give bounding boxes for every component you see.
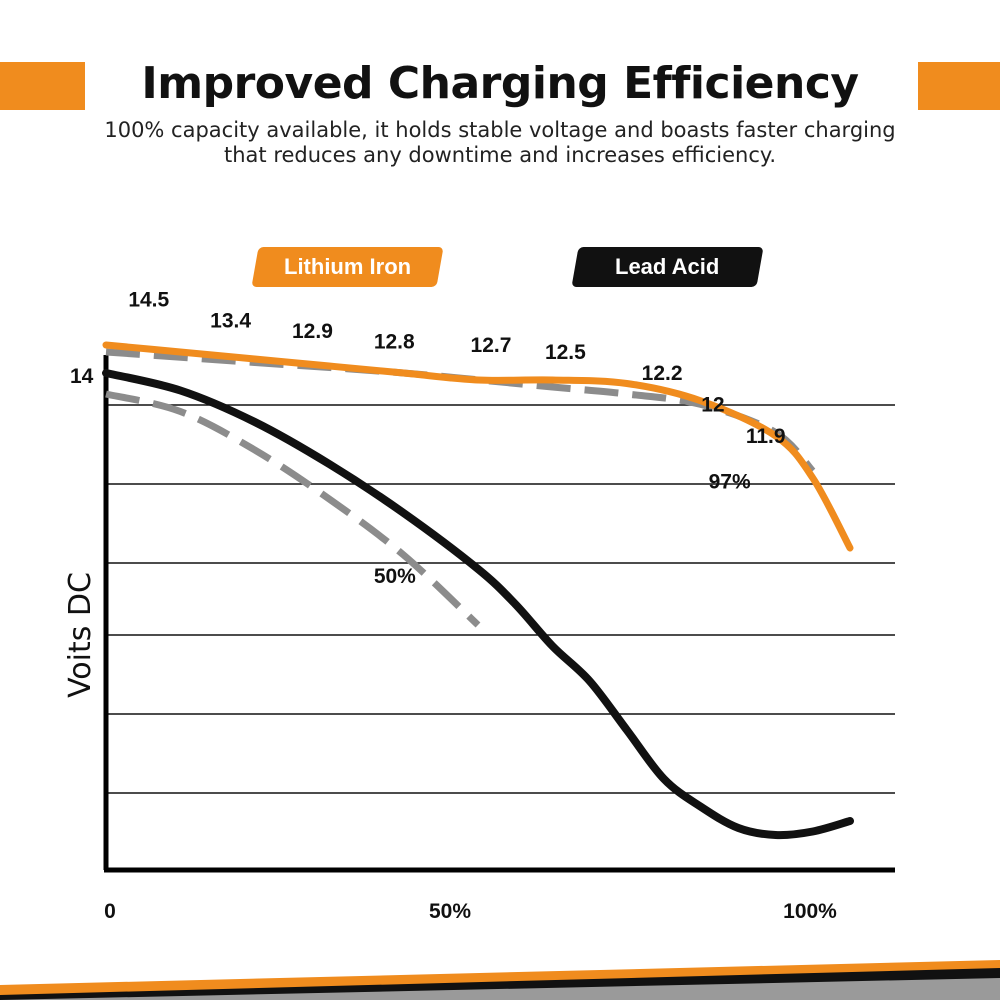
data-label-7: 12 <box>701 394 724 417</box>
data-label-0: 14.5 <box>128 289 169 312</box>
data-label-9: 97% <box>709 471 751 494</box>
right-accent-bar <box>918 62 1000 110</box>
series-lead-acid <box>102 369 854 840</box>
data-label-6: 12.2 <box>642 362 683 385</box>
y-axis-label: Voits DC <box>63 572 98 698</box>
data-label-5: 12.5 <box>545 341 586 364</box>
data-label-2: 12.9 <box>292 320 333 343</box>
data-label-8: 11.9 <box>746 425 786 448</box>
data-label-3: 12.8 <box>374 331 415 354</box>
y-tick-label-14: 14 <box>70 365 94 388</box>
data-label-10: 50% <box>374 565 416 588</box>
data-label-1: 13.4 <box>210 310 251 333</box>
subtitle-line-2: that reduces any downtime and increases … <box>224 143 776 167</box>
page-subtitle: 100% capacity available, it holds stable… <box>80 118 920 168</box>
subtitle-line-1: 100% capacity available, it holds stable… <box>104 118 896 142</box>
data-label-4: 12.7 <box>471 334 512 357</box>
left-accent-bar <box>0 62 85 110</box>
x-tick-label-0: 0 <box>104 900 116 923</box>
series-dashed-3 <box>105 390 481 628</box>
x-tick-label-2: 100% <box>783 900 837 923</box>
x-tick-label-1: 50% <box>429 900 471 923</box>
bottom-gray-stripe <box>0 978 1000 1000</box>
page-title: Improved Charging Efficiency <box>141 58 859 109</box>
series-lithium-iron <box>102 341 854 552</box>
